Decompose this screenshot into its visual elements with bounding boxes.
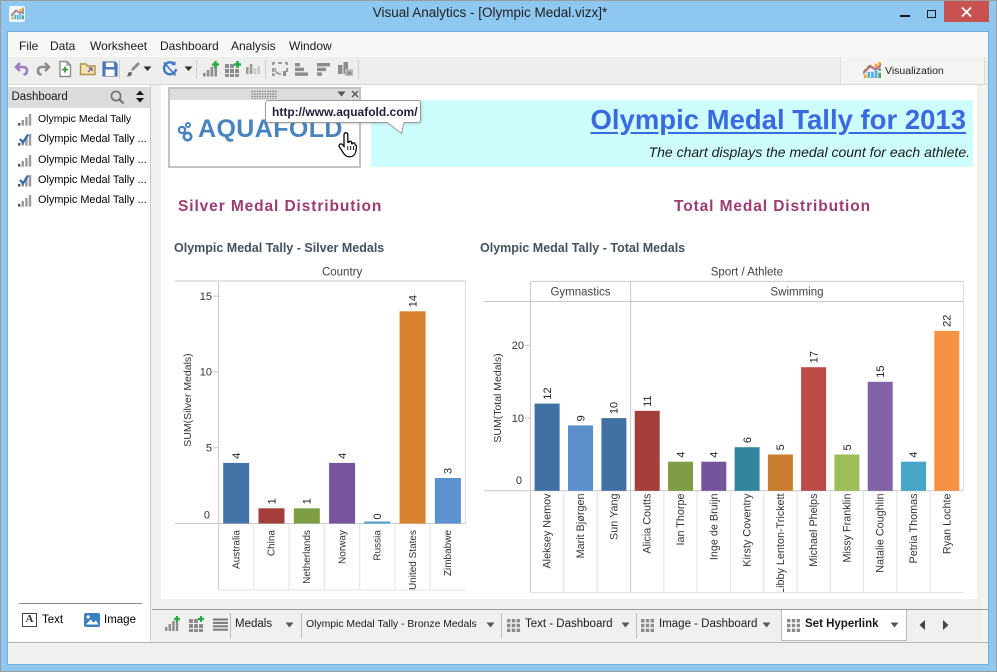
svg-text:4: 4 xyxy=(709,452,721,458)
svg-text:Sport / Athlete: Sport / Athlete xyxy=(711,267,783,279)
svg-text:Norway: Norway xyxy=(337,530,348,564)
svg-text:Kirsty Coventry: Kirsty Coventry xyxy=(742,493,754,567)
svg-text:Ian Thorpe: Ian Thorpe xyxy=(675,494,687,546)
svg-text:Inge de Bruijn: Inge de Bruijn xyxy=(708,494,720,561)
svg-text:SUM(Total Medals): SUM(Total Medals) xyxy=(492,353,504,442)
svg-text:5: 5 xyxy=(206,443,212,455)
svg-text:Sun Yang: Sun Yang xyxy=(608,494,620,540)
svg-text:Gymnastics: Gymnastics xyxy=(550,287,610,299)
svg-text:4: 4 xyxy=(231,453,243,459)
svg-text:10: 10 xyxy=(609,402,621,414)
svg-text:Country: Country xyxy=(322,267,363,279)
svg-text:Alicia Coutts: Alicia Coutts xyxy=(642,493,654,554)
svg-text:Libby Lenton-Trickett: Libby Lenton-Trickett xyxy=(775,493,787,593)
svg-text:United States: United States xyxy=(408,530,419,590)
svg-text:Natalie Coughlin: Natalie Coughlin xyxy=(875,494,887,573)
svg-text:Swimming: Swimming xyxy=(770,287,823,299)
svg-text:Michael Phelps: Michael Phelps xyxy=(808,493,820,567)
svg-text:5: 5 xyxy=(842,444,854,450)
svg-text:20: 20 xyxy=(512,340,524,352)
svg-text:Aleksey Nemov: Aleksey Nemov xyxy=(542,493,554,569)
svg-text:Petria Thomas: Petria Thomas xyxy=(908,493,920,564)
svg-text:4: 4 xyxy=(337,453,349,459)
svg-text:10: 10 xyxy=(512,413,524,425)
svg-text:Missy Franklin: Missy Franklin xyxy=(841,494,853,563)
svg-text:6: 6 xyxy=(742,437,754,443)
svg-text:1: 1 xyxy=(266,498,278,504)
svg-text:0: 0 xyxy=(516,475,522,487)
svg-text:15: 15 xyxy=(200,291,212,303)
svg-text:Netherlands: Netherlands xyxy=(302,530,313,584)
svg-text:0: 0 xyxy=(372,513,384,519)
svg-text:3: 3 xyxy=(443,468,455,474)
svg-text:14: 14 xyxy=(407,295,419,307)
svg-text:4: 4 xyxy=(675,452,687,458)
svg-text:10: 10 xyxy=(200,367,212,379)
svg-text:SUM(Silver Medals): SUM(Silver Medals) xyxy=(182,353,194,446)
svg-text:5: 5 xyxy=(775,444,787,450)
svg-text:1: 1 xyxy=(302,498,314,504)
svg-text:22: 22 xyxy=(942,315,954,327)
svg-text:17: 17 xyxy=(808,351,820,363)
svg-text:Russia: Russia xyxy=(373,530,384,561)
svg-text:Ryan Lochte: Ryan Lochte xyxy=(941,493,953,554)
svg-text:11: 11 xyxy=(642,395,654,406)
svg-text:0: 0 xyxy=(204,510,210,522)
svg-text:9: 9 xyxy=(575,415,587,421)
svg-text:China: China xyxy=(267,530,278,557)
svg-text:12: 12 xyxy=(542,387,554,399)
svg-text:Marit Bjørgen: Marit Bjørgen xyxy=(575,494,587,559)
svg-text:15: 15 xyxy=(875,366,887,378)
svg-text:4: 4 xyxy=(908,452,920,458)
svg-text:Australia: Australia xyxy=(231,530,242,569)
svg-text:Zimbabwe: Zimbabwe xyxy=(443,530,454,577)
